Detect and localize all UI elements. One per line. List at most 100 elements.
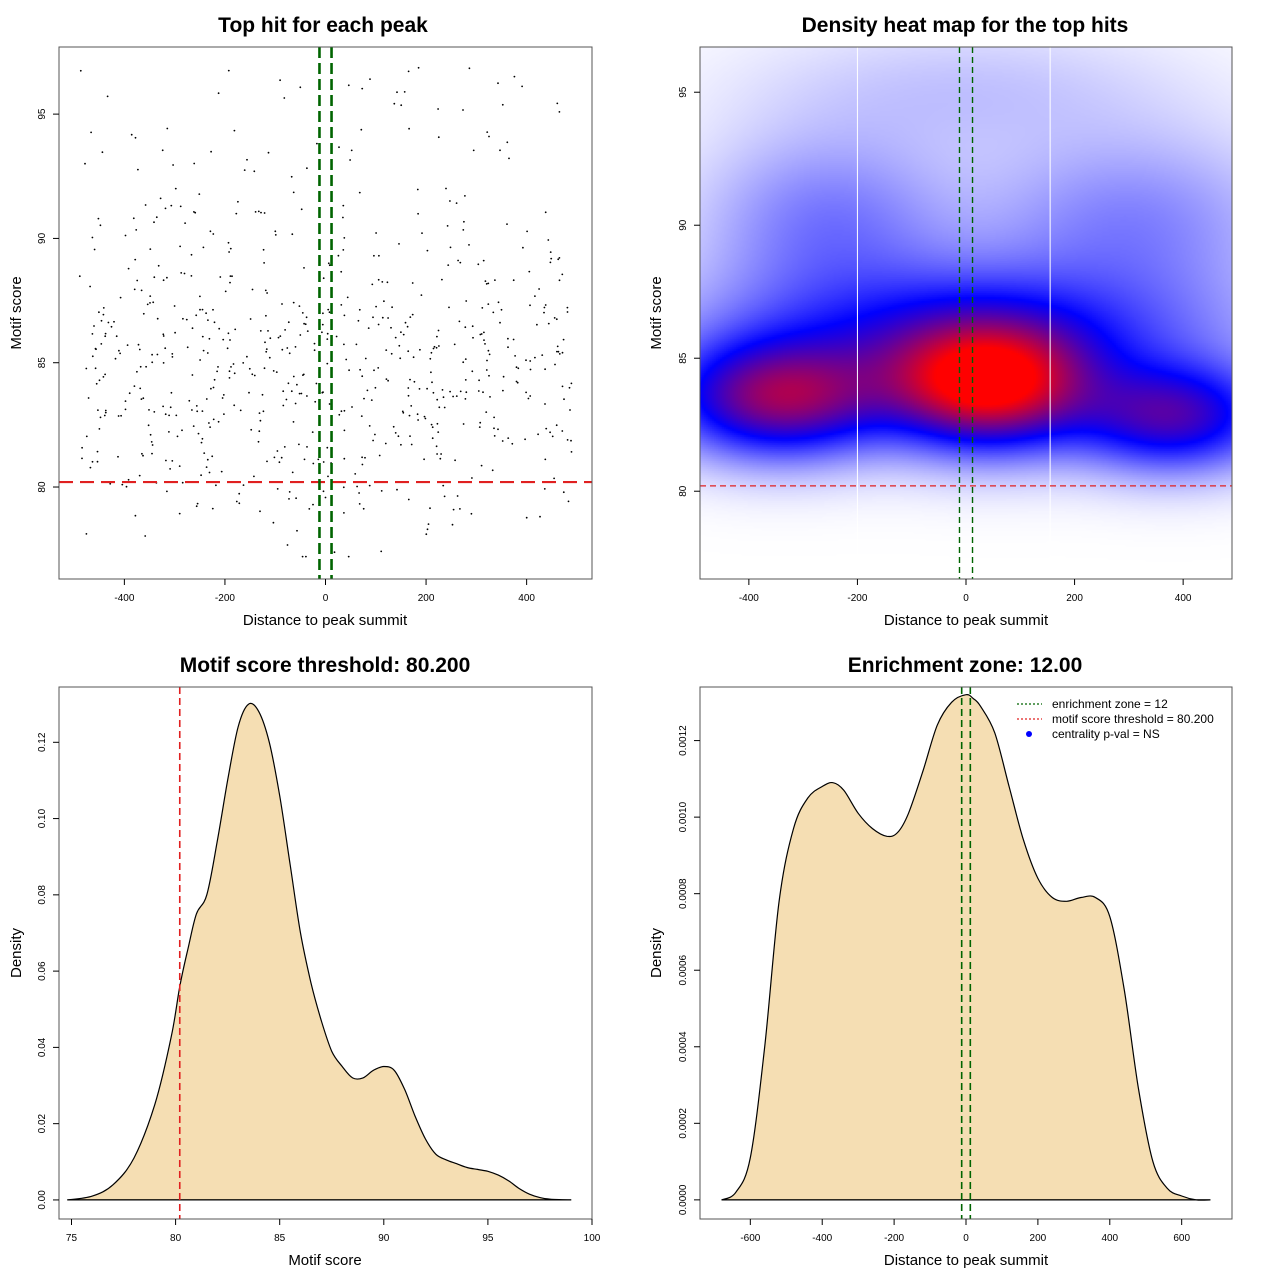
scatter-point bbox=[343, 343, 345, 346]
scatter-point bbox=[257, 440, 260, 443]
scatter-point bbox=[190, 275, 193, 277]
scatter-point bbox=[267, 330, 269, 332]
scatter-point bbox=[253, 475, 255, 478]
scatter-point bbox=[127, 478, 130, 481]
scatter-point bbox=[124, 234, 127, 237]
scatter-point bbox=[210, 150, 213, 153]
scatter-point bbox=[208, 337, 211, 340]
scatter-point bbox=[493, 435, 496, 437]
scatter-point bbox=[430, 423, 433, 426]
y-axis-ticks: 80 85 90 95 bbox=[37, 108, 59, 493]
scatter-point bbox=[229, 339, 231, 341]
x-tick-label: 400 bbox=[1175, 593, 1192, 604]
scatter-point bbox=[449, 200, 451, 202]
scatter-point bbox=[326, 332, 329, 335]
scatter-point bbox=[298, 392, 301, 395]
scatter-point bbox=[472, 336, 474, 339]
scatter-title: Top hit for each peak bbox=[218, 14, 428, 37]
scatter-point bbox=[130, 133, 133, 136]
scatter-point bbox=[479, 421, 482, 424]
scatter-point bbox=[192, 425, 195, 427]
scatter-point bbox=[134, 514, 137, 517]
scatter-point bbox=[400, 443, 402, 446]
scatter-point bbox=[263, 262, 265, 264]
scatter-point bbox=[407, 394, 410, 397]
scatter-point bbox=[543, 306, 546, 309]
scatter-point bbox=[102, 313, 105, 316]
scatter-point bbox=[212, 386, 215, 389]
scatter-point bbox=[563, 398, 565, 401]
scatter-point bbox=[553, 477, 555, 480]
scatter-point bbox=[404, 321, 407, 324]
scatter-point bbox=[524, 438, 526, 441]
scatter-point bbox=[104, 373, 106, 376]
scatter-point bbox=[396, 91, 398, 94]
scatter-point bbox=[515, 366, 518, 369]
scatter-point bbox=[146, 303, 149, 306]
scatter-point bbox=[259, 510, 261, 513]
scatter-point bbox=[443, 495, 446, 498]
scatter-point bbox=[239, 409, 242, 412]
scatter-point bbox=[387, 317, 389, 319]
scatter-point bbox=[206, 352, 209, 354]
scatter-point bbox=[216, 370, 219, 373]
legend-item-threshold: motif score threshold = 80.200 bbox=[1017, 712, 1214, 726]
scatter-point bbox=[201, 335, 204, 338]
scatter-point bbox=[135, 229, 138, 231]
scatter-point bbox=[78, 275, 81, 278]
scatter-point bbox=[276, 450, 279, 452]
scatter-point bbox=[400, 104, 403, 107]
scatter-point bbox=[521, 85, 523, 88]
scatter-point bbox=[261, 393, 264, 396]
scatter-point bbox=[403, 91, 406, 93]
scatter-point bbox=[301, 555, 304, 558]
scatter-point bbox=[299, 334, 302, 336]
scatter-point bbox=[170, 204, 173, 207]
scatter-point bbox=[260, 211, 262, 214]
scatter-point bbox=[104, 409, 107, 412]
scatter-point bbox=[470, 512, 473, 515]
scatter-point bbox=[429, 357, 432, 360]
scatter-point bbox=[481, 307, 484, 309]
scatter-point bbox=[366, 389, 369, 392]
scatter-point bbox=[351, 406, 353, 408]
scatter-point bbox=[347, 555, 350, 558]
scatter-point bbox=[377, 367, 380, 369]
x-tick-label: 200 bbox=[1030, 1233, 1047, 1244]
scatter-point bbox=[465, 300, 468, 302]
scatter-point bbox=[416, 188, 419, 191]
scatter-point bbox=[371, 283, 374, 286]
scatter-point bbox=[286, 544, 289, 546]
scatter-point bbox=[381, 281, 384, 283]
scatter-point bbox=[385, 349, 388, 351]
y-tick-label: 80 bbox=[37, 481, 48, 493]
scatter-point bbox=[254, 211, 257, 213]
scatter-point bbox=[220, 470, 223, 473]
scatter-point bbox=[149, 295, 152, 297]
scatter-point bbox=[96, 450, 99, 453]
scatter-point bbox=[363, 397, 365, 400]
scatter-point bbox=[162, 362, 165, 364]
scatter-point bbox=[570, 382, 573, 385]
scatter-point bbox=[556, 102, 559, 105]
scatter-point bbox=[367, 327, 370, 329]
scatter-point bbox=[193, 162, 196, 165]
scatter-point bbox=[234, 328, 237, 331]
scatter-point bbox=[99, 224, 102, 227]
scatter-point bbox=[364, 357, 367, 360]
scatter-point bbox=[170, 391, 173, 394]
scatter-point bbox=[326, 338, 329, 340]
scatter-point bbox=[287, 382, 290, 385]
scatter-point bbox=[263, 212, 266, 214]
scatter-point bbox=[485, 283, 488, 285]
scatter-point bbox=[390, 326, 392, 329]
scatter-point bbox=[237, 200, 239, 203]
scatter-point bbox=[85, 533, 88, 535]
scatter-point bbox=[543, 311, 545, 314]
scatter-point bbox=[407, 70, 410, 73]
scatter-point bbox=[219, 276, 222, 278]
scatter-point bbox=[217, 420, 220, 423]
scatter-point bbox=[283, 446, 286, 448]
scatter-point bbox=[91, 460, 94, 463]
scatter-point bbox=[544, 304, 547, 306]
